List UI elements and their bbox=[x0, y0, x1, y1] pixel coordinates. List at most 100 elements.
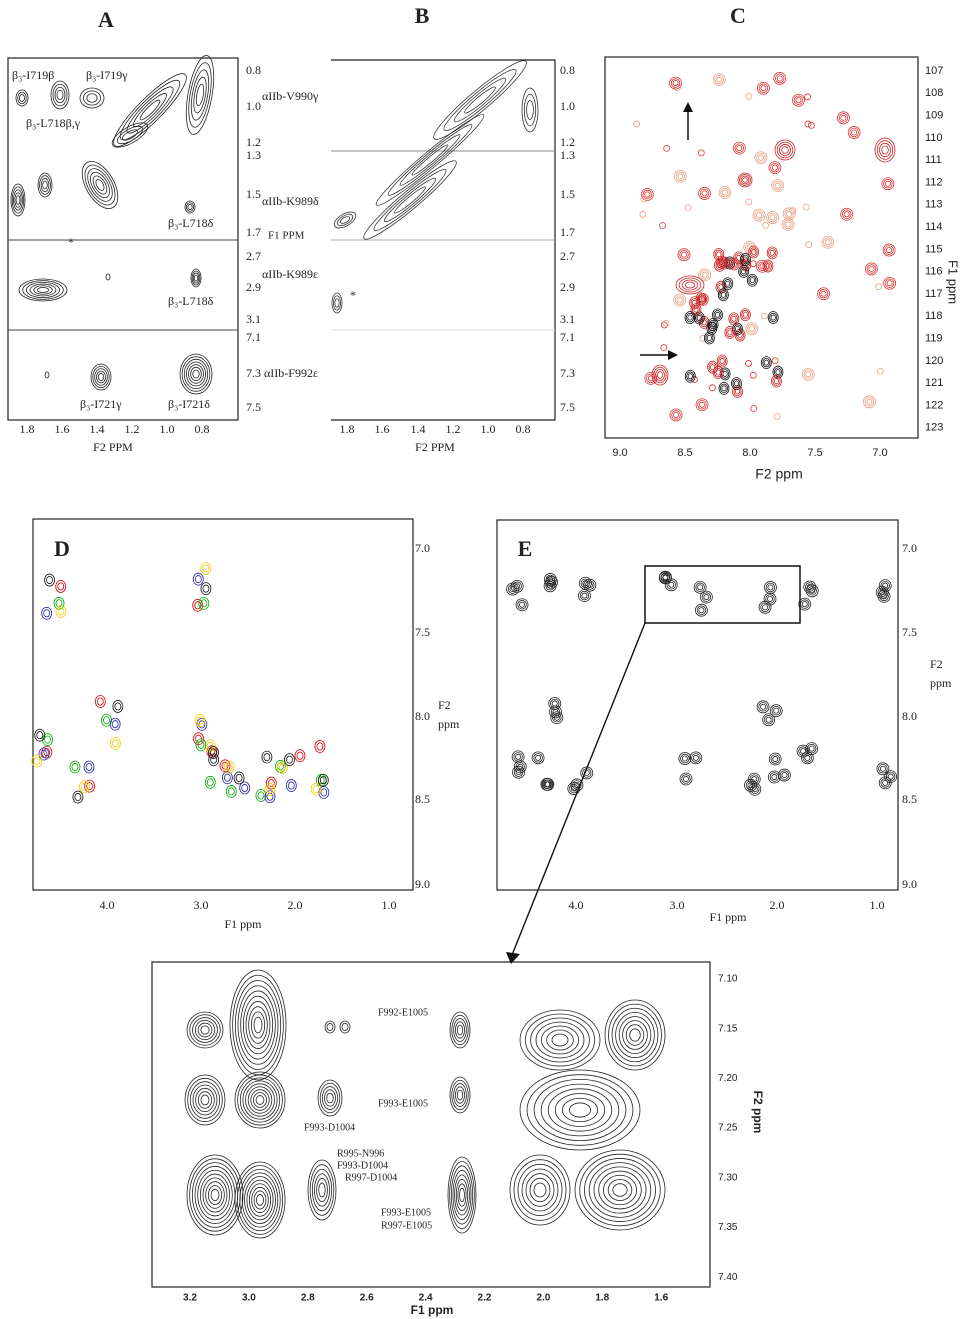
contour bbox=[94, 695, 106, 708]
contour bbox=[83, 760, 95, 774]
contour bbox=[233, 771, 245, 785]
contour bbox=[673, 170, 687, 183]
contour bbox=[92, 175, 108, 195]
contour bbox=[553, 714, 560, 721]
contour bbox=[770, 162, 780, 173]
contour bbox=[737, 172, 753, 188]
contour bbox=[717, 288, 729, 302]
arrow-head bbox=[668, 350, 678, 360]
y-tick-label: 3.1 bbox=[246, 312, 261, 326]
y-tick-label: 110 bbox=[925, 132, 943, 144]
annotation: β₃-L718β,γ bbox=[26, 116, 81, 130]
contour bbox=[266, 792, 274, 801]
y-tick-label: 109 bbox=[925, 110, 943, 122]
contour bbox=[55, 580, 67, 593]
contour bbox=[803, 580, 817, 594]
x-tick-label: 8.0 bbox=[742, 447, 757, 459]
contour bbox=[713, 310, 722, 320]
contour bbox=[748, 275, 757, 285]
contour bbox=[309, 1164, 335, 1216]
contour bbox=[453, 77, 507, 123]
panel-d-frame bbox=[32, 518, 414, 891]
annotation: * bbox=[68, 235, 74, 249]
y-tick-label: 2.9 bbox=[246, 280, 261, 294]
contour bbox=[242, 995, 274, 1055]
contour bbox=[190, 268, 202, 288]
contour bbox=[81, 782, 88, 791]
contour bbox=[771, 774, 778, 780]
contour bbox=[876, 140, 894, 160]
contour bbox=[202, 584, 210, 593]
contour bbox=[116, 125, 144, 145]
contour bbox=[684, 311, 696, 324]
contour bbox=[103, 716, 110, 725]
contour bbox=[263, 753, 271, 762]
contour bbox=[363, 160, 457, 240]
contour bbox=[689, 751, 703, 765]
contour bbox=[450, 1165, 474, 1225]
contour bbox=[550, 707, 561, 717]
contour bbox=[394, 186, 426, 214]
contour bbox=[234, 980, 282, 1070]
contour bbox=[710, 364, 716, 371]
contour bbox=[734, 328, 746, 342]
contour bbox=[697, 584, 704, 591]
contour bbox=[678, 277, 702, 293]
contour bbox=[25, 281, 61, 299]
contour bbox=[39, 175, 51, 195]
contour bbox=[133, 93, 167, 127]
x-tick-label: 1.6 bbox=[654, 1293, 668, 1304]
contour bbox=[748, 245, 760, 259]
contour bbox=[840, 207, 854, 221]
contour bbox=[319, 1082, 341, 1114]
x-tick-label: 2.2 bbox=[478, 1293, 492, 1304]
contour bbox=[695, 603, 708, 617]
contour bbox=[698, 607, 705, 614]
contour bbox=[686, 312, 694, 323]
contour bbox=[210, 1188, 220, 1202]
contour bbox=[673, 411, 679, 418]
x-tick-label: 1.2 bbox=[446, 422, 461, 436]
y-tick-label: 2.9 bbox=[560, 280, 575, 294]
annotation: αIIb-K989ε bbox=[262, 267, 318, 281]
contour bbox=[237, 1074, 283, 1126]
contour bbox=[699, 294, 708, 305]
contour bbox=[287, 781, 295, 790]
contour bbox=[202, 1177, 228, 1213]
contour bbox=[720, 187, 730, 198]
contour bbox=[773, 707, 780, 714]
y-tick-label: 123 bbox=[925, 422, 943, 434]
x-tick-label: 3.2 bbox=[183, 1293, 197, 1304]
x-axis-title: F2 ppm bbox=[755, 466, 802, 482]
contour bbox=[731, 260, 737, 267]
contour bbox=[84, 164, 116, 206]
contour bbox=[264, 782, 276, 796]
y-axis-title: F1 ppm bbox=[946, 260, 961, 304]
contour bbox=[878, 776, 892, 790]
contour bbox=[186, 202, 194, 212]
contour bbox=[255, 789, 267, 802]
y-tick-label: 7.5 bbox=[246, 400, 261, 414]
contour bbox=[875, 585, 889, 599]
x-tick-label: 1.4 bbox=[90, 422, 105, 436]
contour bbox=[768, 752, 782, 766]
contour bbox=[778, 768, 791, 782]
y-tick-label: 1.2 bbox=[560, 135, 575, 149]
contour bbox=[57, 607, 65, 616]
contour bbox=[208, 746, 219, 759]
contour bbox=[526, 1074, 634, 1146]
contour bbox=[206, 745, 218, 759]
contour bbox=[731, 315, 737, 322]
contour bbox=[698, 187, 711, 200]
contour bbox=[697, 149, 705, 157]
contour bbox=[199, 1173, 231, 1217]
contour bbox=[660, 344, 668, 352]
contour bbox=[535, 754, 542, 761]
contour bbox=[690, 303, 702, 317]
panel-label: D bbox=[54, 536, 70, 561]
contour bbox=[433, 60, 527, 140]
contour bbox=[656, 371, 664, 379]
contour bbox=[40, 177, 50, 193]
contour bbox=[581, 592, 588, 599]
contour bbox=[526, 100, 534, 120]
